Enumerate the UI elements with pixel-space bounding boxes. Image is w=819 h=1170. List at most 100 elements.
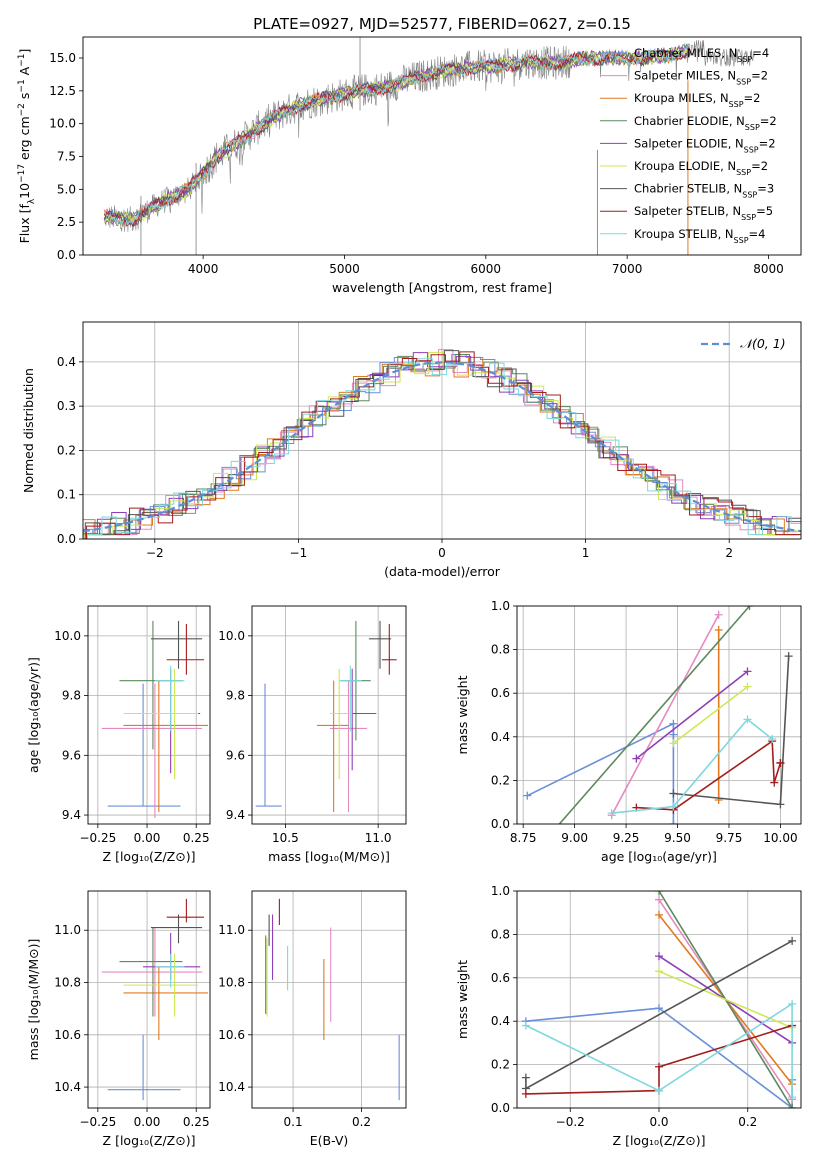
legend-label-text: Kroupa STELIB, N bbox=[634, 227, 734, 241]
weight_vs_age-axes: 8.75 9.00 9.25 9.50 9.75 10.00 0.0 0.2 0.4 0.6 0.8… bbox=[455, 599, 802, 864]
residuals-legend: 𝒩(0, 1) bbox=[701, 336, 786, 351]
mass_vs_Z-xtick-label: 0.25 bbox=[183, 1115, 210, 1129]
legend-label-sub: SSP bbox=[741, 213, 756, 222]
legend-label-kroupa_miles: Kroupa MILES, NSSP=2 bbox=[634, 91, 760, 109]
age_vs_Z-ytick-label: 9.8 bbox=[62, 689, 81, 703]
legend-label-sub: SSP bbox=[736, 168, 751, 177]
spectrum-ylabel-part: Flux [f bbox=[17, 204, 32, 244]
mass_vs_ebv-xtick-label: 0.2 bbox=[352, 1115, 371, 1129]
mass_vs_Z-grid bbox=[88, 891, 210, 1108]
residuals-ytick-label: 0.2 bbox=[57, 443, 76, 457]
spectrum-xtick-label: 6000 bbox=[471, 262, 502, 276]
residuals-ytick-label: 0.1 bbox=[57, 488, 76, 502]
weight-line-chabrier_miles bbox=[526, 722, 675, 824]
spectrum-ytick-label: 5.0 bbox=[57, 182, 76, 196]
spectrum-xtick-label: 8000 bbox=[753, 262, 784, 276]
legend-label-sub: SSP bbox=[736, 77, 751, 86]
weight-marker-chabrier_elodie bbox=[788, 1104, 797, 1108]
mass_vs_ebv-xlabel: E(B-V) bbox=[310, 1133, 349, 1148]
mass_vs_ebv-ytick-label: 10.8 bbox=[218, 976, 245, 990]
spectrum-ytick-label: 2.5 bbox=[57, 215, 76, 229]
legend-label-sub: SSP bbox=[737, 55, 752, 64]
residuals-ytick-label: 0.3 bbox=[57, 399, 76, 413]
weight_vs_age-ytick-label: 0.6 bbox=[491, 686, 510, 700]
residuals-xlabel: (data-model)/error bbox=[384, 564, 501, 579]
legend-label-chabrier_stelib: Chabrier STELIB, NSSP=3 bbox=[634, 182, 774, 200]
weight-marker-kroupa_stelib bbox=[607, 809, 616, 818]
weight_vs_age-xtick-label: 8.75 bbox=[510, 831, 537, 845]
age_vs_Z-frame bbox=[87, 605, 211, 825]
legend-label-kroupa_stelib: Kroupa STELIB, NSSP=4 bbox=[634, 227, 765, 245]
residuals-xtick-label: 2 bbox=[725, 546, 733, 560]
mass_vs_Z-ytick-label: 11.0 bbox=[54, 923, 81, 937]
legend-label-tail: =2 bbox=[759, 136, 776, 150]
weight-marker-chabrier_miles bbox=[669, 719, 678, 728]
weight-marker-chabrier_miles bbox=[669, 820, 678, 824]
weight-marker-chabrier_elodie bbox=[655, 891, 663, 895]
spectrum-ylabel-part: 10 bbox=[17, 183, 32, 199]
weight-marker-kroupa_miles bbox=[714, 625, 723, 634]
weight-line-chabrier_elodie bbox=[558, 606, 751, 824]
legend-label-text: Chabrier MILES, N bbox=[634, 46, 737, 60]
spectrum-ytick-label: 12.5 bbox=[49, 84, 76, 98]
mass_vs_Z-ytick-label: 10.4 bbox=[54, 1080, 81, 1094]
weight-marker-salpeter_elodie bbox=[743, 667, 752, 676]
weight-marker-kroupa_stelib bbox=[669, 802, 678, 811]
weight_vs_age-xtick-label: 9.50 bbox=[664, 831, 691, 845]
spectrum-title: PLATE=0927, MJD=52577, FIBERID=0627, z=0… bbox=[253, 15, 631, 33]
residuals-xtick-label: −2 bbox=[146, 546, 164, 560]
weight_vs_Z-xlabel: Z [log₁₀(Z/Z⊙)] bbox=[613, 1133, 706, 1148]
hist-salpeter_stelib bbox=[85, 351, 801, 539]
gauss-curve bbox=[83, 361, 801, 533]
age_vs_Z-grid bbox=[88, 606, 210, 824]
weight-marker-chabrier_stelib bbox=[784, 652, 793, 661]
residuals-plot bbox=[83, 349, 801, 539]
mass_vs_Z-xtick-label: 0.00 bbox=[134, 1115, 161, 1129]
hist-chabrier_stelib bbox=[84, 350, 801, 539]
age_vs_Z-ytick-label: 9.6 bbox=[62, 748, 81, 762]
weight-marker-salpeter_stelib bbox=[521, 1089, 530, 1098]
age_vs_Z-ylabel: age [log₁₀(age/yr)] bbox=[26, 657, 41, 773]
mass_vs_Z-xtick-label: −0.25 bbox=[79, 1115, 116, 1129]
spectrum-frame bbox=[82, 36, 802, 256]
age_vs_mass-plot bbox=[255, 620, 397, 813]
spectrum-ylabel-part: ] bbox=[17, 49, 32, 54]
weight-marker-kroupa_elodie bbox=[655, 967, 663, 976]
age_vs_mass-ytick-label: 9.4 bbox=[226, 808, 245, 822]
weight_vs_age-xtick-label: 9.75 bbox=[716, 831, 743, 845]
weight-marker-chabrier_stelib bbox=[776, 800, 785, 809]
legend-label-sub: SSP bbox=[734, 235, 749, 244]
weight-marker-chabrier_miles bbox=[523, 791, 532, 800]
legend-label-tail: =2 bbox=[760, 114, 777, 128]
weight-line-salpeter_miles bbox=[610, 614, 720, 816]
weight_vs_Z-xtick-label: −0.2 bbox=[556, 1115, 585, 1129]
spectrum-panel: 4000 5000 6000 7000 8000 0.0 2.5 5.0 7.5 10.0 12.5… bbox=[17, 36, 802, 295]
weight_vs_age-xtick-label: 10.00 bbox=[763, 831, 797, 845]
spectrum-ylabel-part: λ bbox=[27, 198, 37, 204]
mass_vs_ebv-grid bbox=[252, 891, 406, 1108]
legend-label-sub: SSP bbox=[742, 190, 757, 199]
legend-label-sub: SSP bbox=[745, 122, 760, 131]
mass_vs_ebv-ytick-label: 10.6 bbox=[218, 1028, 245, 1042]
weight_vs_age-panel: 8.75 9.00 9.25 9.50 9.75 10.00 0.0 0.2 0.4 0.6 0.8… bbox=[455, 599, 802, 864]
weight-marker-salpeter_elodie bbox=[632, 754, 641, 763]
mass_vs_ebv-ytick-label: 11.0 bbox=[218, 923, 245, 937]
age_vs_Z-xtick-label: −0.25 bbox=[79, 831, 116, 845]
weight-marker-chabrier_miles bbox=[655, 1004, 663, 1013]
spectrum-ylabel-part: erg cm bbox=[17, 116, 32, 164]
spectrum-xtick-label: 5000 bbox=[329, 262, 360, 276]
weight-marker-kroupa_stelib bbox=[768, 734, 777, 743]
weight_vs_age-xtick-label: 9.25 bbox=[613, 831, 640, 845]
legend-label-tail: =2 bbox=[751, 69, 768, 83]
age_vs_Z-ytick-label: 9.4 bbox=[62, 808, 81, 822]
age_vs_mass-xtick-label: 10.5 bbox=[272, 831, 299, 845]
age_vs_Z-ytick-label: 10.0 bbox=[54, 629, 81, 643]
weight_vs_age-frame bbox=[516, 605, 802, 825]
spectrum-model-kroupa_stelib bbox=[104, 43, 691, 227]
weight_vs_Z-ytick-label: 0.0 bbox=[491, 1101, 510, 1115]
spectrum-xtick-label: 7000 bbox=[612, 262, 643, 276]
legend-label-text: Chabrier STELIB, N bbox=[634, 182, 742, 196]
spectrum-ytick-label: 7.5 bbox=[57, 150, 76, 164]
weight_vs_age-ytick-label: 0.8 bbox=[491, 643, 510, 657]
legend-label-gauss: 𝒩(0, 1) bbox=[740, 336, 786, 351]
